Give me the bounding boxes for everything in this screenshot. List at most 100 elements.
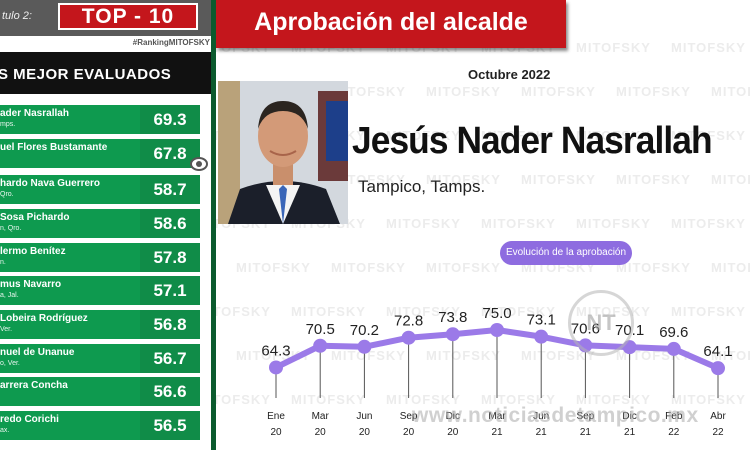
target-icon — [190, 157, 208, 171]
ranking-score: 69.3 — [140, 105, 200, 134]
ranking-row: ader Nasrallah mps. 69.3 — [0, 105, 200, 134]
ranking-score: 58.7 — [140, 175, 200, 204]
ranking-name: hardo Nava Guerrero — [0, 178, 101, 189]
ranking-score: 57.1 — [140, 276, 200, 305]
ranking-row: nuel de Unanue o, Ver. 56.7 — [0, 344, 200, 373]
watermark-text: MITOFSKY — [481, 216, 556, 231]
x-tick-label: 21 — [536, 427, 548, 438]
ranking-place: Qro. — [0, 191, 14, 198]
ranking-name: uel Flores Bustamante — [0, 142, 108, 153]
ranking-place: Ver. — [0, 326, 13, 333]
watermark-text: MITOFSKY — [386, 216, 461, 231]
x-tick-label: 21 — [580, 427, 592, 438]
watermark-text: MITOFSKY — [616, 84, 691, 99]
x-tick-label: 20 — [447, 427, 459, 438]
ranking-score: 58.6 — [140, 209, 200, 238]
ranking-row: Sosa Pichardo n, Qro. 58.6 — [0, 209, 200, 238]
x-tick-label: Abr — [710, 411, 726, 422]
x-tick-label: Sep — [577, 411, 595, 422]
ranking-name: mus Navarro — [0, 279, 62, 290]
survey-date: Octubre 2022 — [468, 67, 551, 82]
ranking-name: arrera Concha — [0, 380, 68, 391]
data-label: 70.5 — [306, 321, 335, 338]
ranking-row: redo Corichi ax. 56.5 — [0, 411, 200, 440]
top-ten-badge: TOP - 10 — [58, 3, 198, 30]
portrait-image — [218, 81, 348, 224]
ranking-header: tulo 2: TOP - 10 — [0, 0, 214, 36]
x-tick-label: Sep — [400, 411, 418, 422]
ranking-name: nuel de Unanue — [0, 347, 75, 358]
watermark-text: MITOFSKY — [671, 216, 746, 231]
data-label: 73.1 — [527, 312, 556, 329]
ranking-place: n. — [0, 259, 6, 266]
x-tick-label: Dic — [622, 411, 636, 422]
data-label: 64.3 — [261, 342, 290, 359]
mayor-name: Jesús Nader Nasrallah — [352, 120, 713, 162]
x-tick-label: Ene — [267, 411, 285, 422]
data-point — [357, 339, 372, 354]
ranking-place: a, Jal. — [0, 292, 19, 299]
x-tick-label: Jun — [356, 411, 372, 422]
ranking-panel: tulo 2: TOP - 10 #RankingMITOFSKY S MEJO… — [0, 0, 214, 450]
x-tick-label: 20 — [403, 427, 415, 438]
ranking-name: lermo Benítez — [0, 246, 66, 257]
ranking-score: 56.7 — [140, 344, 200, 373]
watermark-text: MITOFSKY — [521, 172, 596, 187]
ranking-place: mps. — [0, 121, 16, 128]
evolution-pill: Evolución de la aprobación — [500, 241, 632, 265]
data-label: 75.0 — [482, 305, 511, 322]
watermark-text: MITOFSKY — [426, 84, 501, 99]
data-point — [711, 361, 725, 376]
ranking-score: 56.6 — [140, 377, 200, 406]
data-point — [269, 360, 283, 375]
data-point — [445, 327, 460, 342]
ranking-caption: tulo 2: — [2, 10, 32, 22]
ranking-score: 56.8 — [140, 310, 200, 339]
x-tick-label: 22 — [668, 427, 680, 438]
watermark-logo-text: NT — [586, 310, 616, 335]
ranking-row: Lobeira Rodríguez Ver. 56.8 — [0, 310, 200, 339]
x-tick-label: 22 — [712, 427, 724, 438]
watermark-text: MITOFSKY — [521, 84, 596, 99]
ranking-place: o, Ver. — [0, 360, 20, 367]
data-label: 72.8 — [394, 313, 423, 330]
x-tick-label: 21 — [491, 427, 503, 438]
ranking-name: redo Corichi — [0, 414, 59, 425]
mayor-photo — [218, 81, 348, 224]
ranking-place: ax. — [0, 427, 10, 434]
ranking-hashtag: #RankingMITOFSKY — [132, 38, 210, 47]
ranking-row: mus Navarro a, Jal. 57.1 — [0, 276, 200, 305]
watermark-site: www.noticiasdetampico.mx — [412, 404, 699, 427]
data-point — [534, 329, 549, 344]
x-tick-label: Jun — [533, 411, 549, 422]
x-tick-label: 20 — [359, 427, 371, 438]
x-tick-label: 21 — [624, 427, 636, 438]
panel-divider — [211, 0, 216, 450]
ranking-name: Lobeira Rodríguez — [0, 313, 88, 324]
banner-title: Aprobación del alcalde — [254, 8, 528, 36]
data-point — [401, 330, 416, 345]
x-tick-label: Dic — [446, 411, 460, 422]
mayor-city: Tampico, Tamps. — [358, 177, 486, 196]
data-label: 70.2 — [350, 322, 379, 339]
ranking-subtitle-bar: S MEJOR EVALUADOS — [0, 52, 214, 94]
approval-panel: MITOFSKY MITOFSKY MITOFSKY MITOFSKY MITOFSKY… — [216, 0, 750, 450]
ranking-place: n, Qro. — [0, 225, 22, 232]
x-tick-label: Mar — [488, 411, 506, 422]
watermark-text: MITOFSKY — [576, 40, 651, 55]
ranking-row: hardo Nava Guerrero Qro. 58.7 — [0, 175, 200, 204]
watermark-text: MITOFSKY — [711, 84, 750, 99]
data-label: 69.6 — [659, 324, 688, 341]
ranking-row: uel Flores Bustamante 67.8 — [0, 139, 200, 168]
ranking-score: 57.8 — [140, 243, 200, 272]
ranking-row: arrera Concha 56.6 — [0, 377, 200, 406]
data-point — [313, 338, 328, 353]
ranking-name: Sosa Pichardo — [0, 212, 70, 223]
watermark-text: MITOFSKY — [671, 40, 746, 55]
ranking-score: 56.5 — [140, 411, 200, 440]
watermark-text: MITOFSKY — [616, 172, 691, 187]
ranking-name: ader Nasrallah — [0, 108, 69, 119]
title-banner: Aprobación del alcalde — [216, 0, 566, 48]
data-label: 64.1 — [703, 343, 732, 360]
data-point — [666, 341, 681, 356]
